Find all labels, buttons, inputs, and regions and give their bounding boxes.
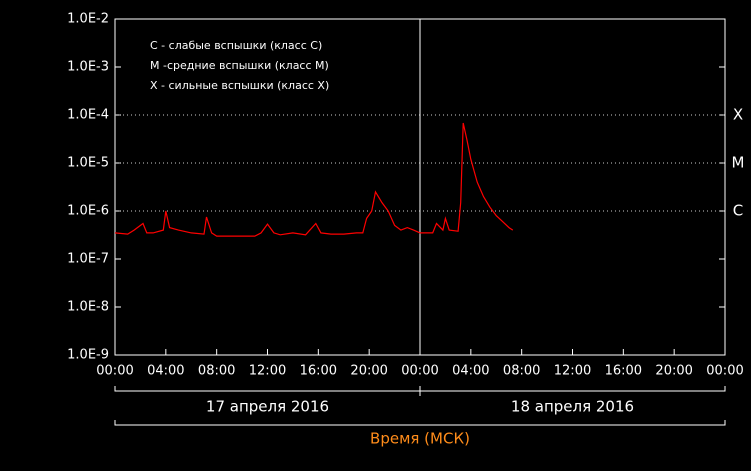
level-label: C xyxy=(733,202,743,220)
x-tick-label: 00:00 xyxy=(706,364,743,379)
y-tick-label: 1.0E-5 xyxy=(67,156,109,171)
x-tick-label: 00:00 xyxy=(401,364,438,379)
x-tick-label: 00:00 xyxy=(96,364,133,379)
axis-bracket xyxy=(114,420,726,426)
y-tick-label: 1.0E-2 xyxy=(67,12,109,27)
x-tick-label: 16:00 xyxy=(300,364,337,379)
y-tick-label: 1.0E-3 xyxy=(67,60,109,75)
y-tick-label: 1.0E-9 xyxy=(67,348,109,363)
y-tick-label: 1.0E-4 xyxy=(67,108,109,123)
x-tick-label: 12:00 xyxy=(249,364,286,379)
x-tick-label: 08:00 xyxy=(198,364,235,379)
x-axis-label: Время (МСК) xyxy=(370,430,470,448)
y-tick-label: 1.0E-7 xyxy=(67,252,109,267)
x-tick-label: 20:00 xyxy=(350,364,387,379)
date-bracket xyxy=(114,386,726,396)
x-tick-label: 08:00 xyxy=(503,364,540,379)
x-tick-label: 04:00 xyxy=(452,364,489,379)
flux-line xyxy=(114,122,514,237)
legend-entry: M -средние вспышки (класс M) xyxy=(150,59,329,72)
legend-entry: X - сильные вспышки (класс X) xyxy=(150,79,329,92)
x-tick-label: 04:00 xyxy=(147,364,184,379)
level-label: M xyxy=(732,154,745,172)
level-label: X xyxy=(733,106,743,124)
y-tick-label: 1.0E-6 xyxy=(67,204,109,219)
legend-entry: C - слабые вспышки (класс C) xyxy=(150,39,322,52)
date-label: 17 апреля 2016 xyxy=(206,398,329,416)
x-tick-label: 12:00 xyxy=(554,364,591,379)
date-label: 18 апреля 2016 xyxy=(511,398,634,416)
x-tick-label: 16:00 xyxy=(605,364,642,379)
y-tick-label: 1.0E-8 xyxy=(67,300,109,315)
x-tick-label: 20:00 xyxy=(655,364,692,379)
